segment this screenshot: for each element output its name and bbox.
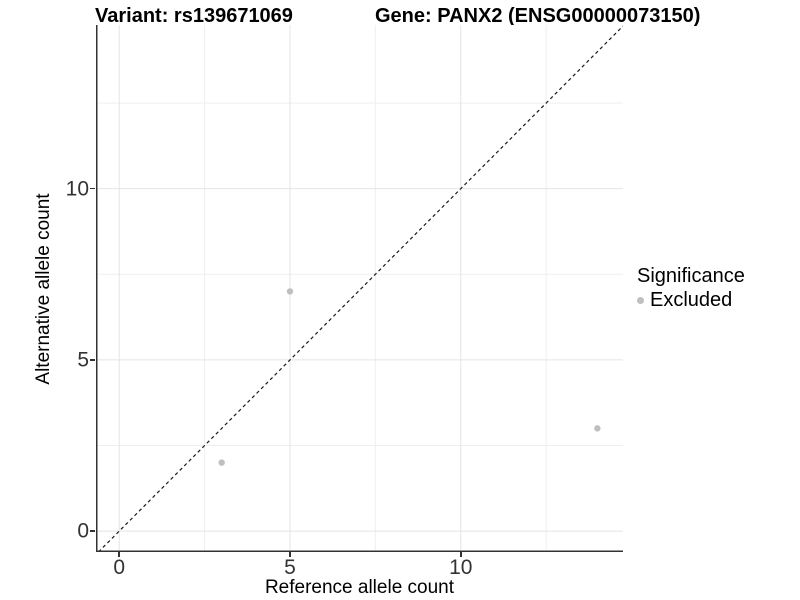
y-tick-label: 10 <box>65 177 89 201</box>
x-tick-label: 5 <box>284 556 296 579</box>
x-tick-mark <box>460 552 462 557</box>
legend-item-label: Excluded <box>650 289 733 311</box>
y-tick-label: 0 <box>77 519 89 543</box>
y-tick-mark <box>90 359 95 361</box>
x-tick-mark <box>289 552 291 557</box>
data-point <box>594 425 601 432</box>
legend-item: Excluded <box>637 288 745 312</box>
legend-point-icon <box>637 296 644 304</box>
plot-svg <box>96 25 623 552</box>
y-tick-label: 5 <box>77 348 89 372</box>
variant-title: Variant: rs139671069 <box>95 5 293 27</box>
plot-panel <box>96 25 623 552</box>
y-tick-mark <box>90 530 95 532</box>
y-axis-title: Alternative allele count <box>33 193 54 385</box>
y-tick-mark <box>90 187 95 190</box>
gene-title: Gene: PANX2 (ENSG00000073150) <box>375 5 701 27</box>
legend: Significance Excluded <box>637 264 745 312</box>
data-point <box>218 459 225 466</box>
identity-line <box>97 25 623 552</box>
x-axis-title: Reference allele count <box>264 577 455 598</box>
legend-title: Significance <box>637 265 745 287</box>
x-tick-label: 0 <box>113 556 126 579</box>
data-point <box>286 288 294 295</box>
x-tick-mark <box>118 552 120 557</box>
x-tick-label: 10 <box>449 556 473 579</box>
